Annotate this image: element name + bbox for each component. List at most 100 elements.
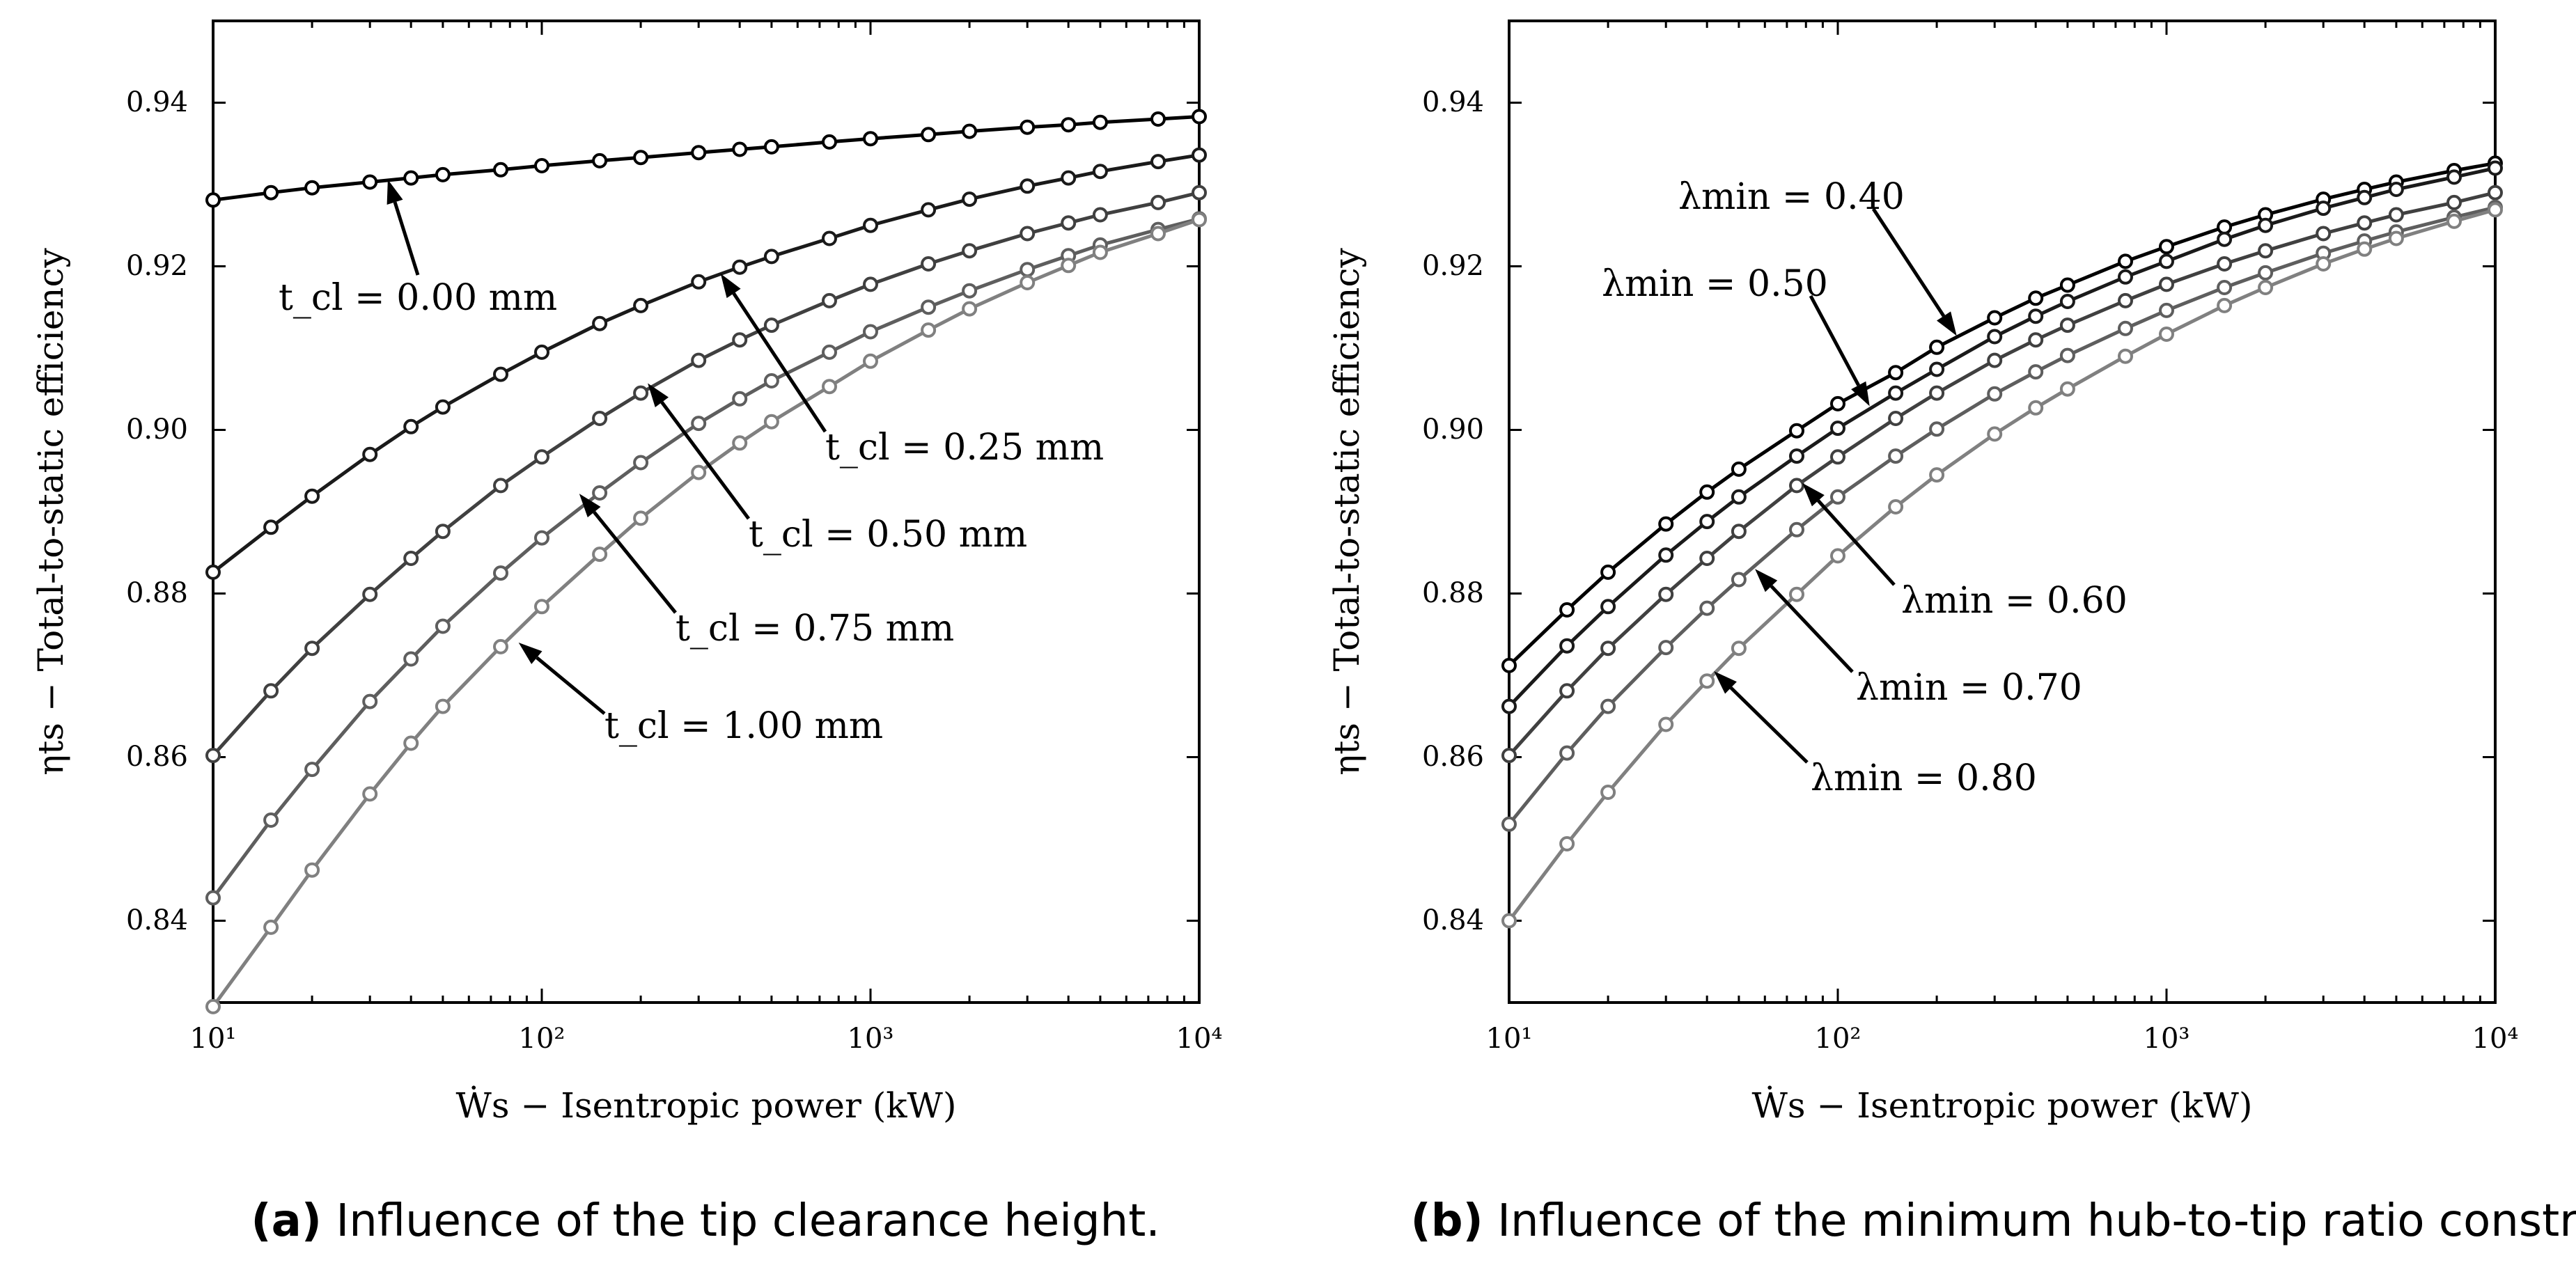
caption-a: (a) Influence of the tip clearance heigh… [251, 1195, 1160, 1247]
data-point [2028, 308, 2044, 324]
data-point [2059, 381, 2075, 397]
data-point [534, 158, 549, 173]
data-point [1559, 683, 1575, 699]
data-point [2488, 202, 2503, 218]
x-axis-label-a: Ẇs − Isentropic power (kW) [456, 1085, 957, 1126]
data-point [2159, 253, 2174, 269]
data-point [1020, 178, 1036, 194]
data-point [1699, 484, 1715, 500]
data-point [1987, 329, 2003, 345]
y-tick-label: 0.84 [1422, 904, 1484, 936]
x-axis-label-b: Ẇs − Isentropic power (kW) [1752, 1085, 2253, 1126]
data-point [1092, 244, 1108, 260]
data-point [263, 683, 279, 699]
data-point [403, 170, 419, 186]
data-point [2118, 269, 2133, 285]
y-tick-label: 0.90 [1422, 414, 1484, 446]
data-point [1789, 586, 1804, 602]
series-line [212, 115, 1200, 202]
data-point [691, 416, 707, 432]
data-point [1658, 716, 1674, 732]
data-point [1658, 547, 1674, 563]
data-point [304, 641, 320, 657]
panel-a: 0.94 0.92 0.90 0.88 0.86 0.84 10¹ 10² 10… [31, 19, 1222, 1247]
data-point [1731, 641, 1747, 657]
data-point [1731, 572, 1747, 588]
data-point [863, 353, 878, 369]
data-point [1020, 226, 1036, 242]
annotation-arrow-shaft [1871, 207, 1946, 317]
data-point [205, 890, 221, 906]
data-point [534, 344, 549, 360]
data-point [2388, 207, 2404, 223]
data-point [1020, 119, 1036, 135]
data-point [2316, 226, 2332, 242]
data-point [435, 399, 451, 415]
data-point [1092, 164, 1108, 180]
data-point [362, 174, 378, 190]
caption-a-label: a [272, 1195, 302, 1247]
data-point [1559, 638, 1575, 654]
data-point [1192, 109, 1207, 125]
data-point [1830, 421, 1845, 437]
data-point [493, 478, 508, 494]
series-line [1508, 161, 2496, 667]
y-tick-label: 0.90 [126, 414, 188, 446]
data-point [2488, 160, 2503, 176]
data-point [1600, 599, 1616, 615]
data-point [921, 202, 937, 218]
data-point [1658, 586, 1674, 602]
data-point [205, 192, 221, 208]
data-point [2258, 217, 2274, 233]
data-point [1789, 448, 1804, 464]
caption-b-text: Influence of the minimum hub-to-tip rati… [1497, 1195, 2576, 1247]
annotation-arrow-head [1755, 569, 1778, 592]
annotation-arrow-shaft [393, 201, 420, 276]
series-line [1508, 207, 2496, 922]
data-point [2316, 201, 2332, 217]
data-point [2446, 169, 2462, 185]
annotation-tcl-075: t_cl = 0.75 mm [676, 608, 954, 650]
y-tick-label: 0.88 [1422, 577, 1484, 609]
data-point [863, 217, 878, 233]
data-point [1731, 461, 1747, 477]
data-point [534, 599, 549, 615]
data-point [205, 564, 221, 580]
data-point [1658, 516, 1674, 532]
data-point [362, 693, 378, 709]
y-axis-label-a: ηts − Total-to-static efficiency [31, 247, 71, 775]
data-point [403, 551, 419, 566]
data-point [493, 565, 508, 581]
data-point [2217, 219, 2233, 235]
series-line [1508, 205, 2496, 826]
data-point [1559, 745, 1575, 761]
x-tick-label: 10³ [2144, 1023, 2190, 1055]
data-point [822, 344, 837, 360]
data-point [1987, 352, 2003, 368]
data-point [2059, 294, 2075, 309]
data-point [2258, 243, 2274, 259]
data-point [1699, 551, 1715, 566]
data-point [1929, 467, 1945, 483]
data-point [1830, 395, 1845, 411]
data-point [633, 510, 649, 526]
data-point [732, 332, 748, 348]
data-point [2357, 241, 2373, 257]
annotation-tcl-000: t_cl = 0.00 mm [279, 277, 557, 319]
annotation-lambda-080: λmin = 0.80 [1811, 757, 2037, 799]
data-point [633, 455, 649, 471]
data-point [1192, 184, 1207, 201]
data-point [2488, 184, 2503, 201]
data-point [435, 524, 451, 540]
data-point [1987, 426, 2003, 442]
annotation-lambda-050: λmin = 0.50 [1602, 263, 1828, 305]
caption-b: (b) Influence of the minimum hub-to-tip … [1410, 1195, 2576, 1247]
data-point [2028, 290, 2044, 306]
data-point [691, 464, 707, 480]
data-point [1929, 421, 1945, 437]
data-point [362, 586, 378, 602]
ticks-a [212, 21, 1201, 1003]
data-point [962, 191, 978, 207]
data-point [592, 315, 608, 331]
